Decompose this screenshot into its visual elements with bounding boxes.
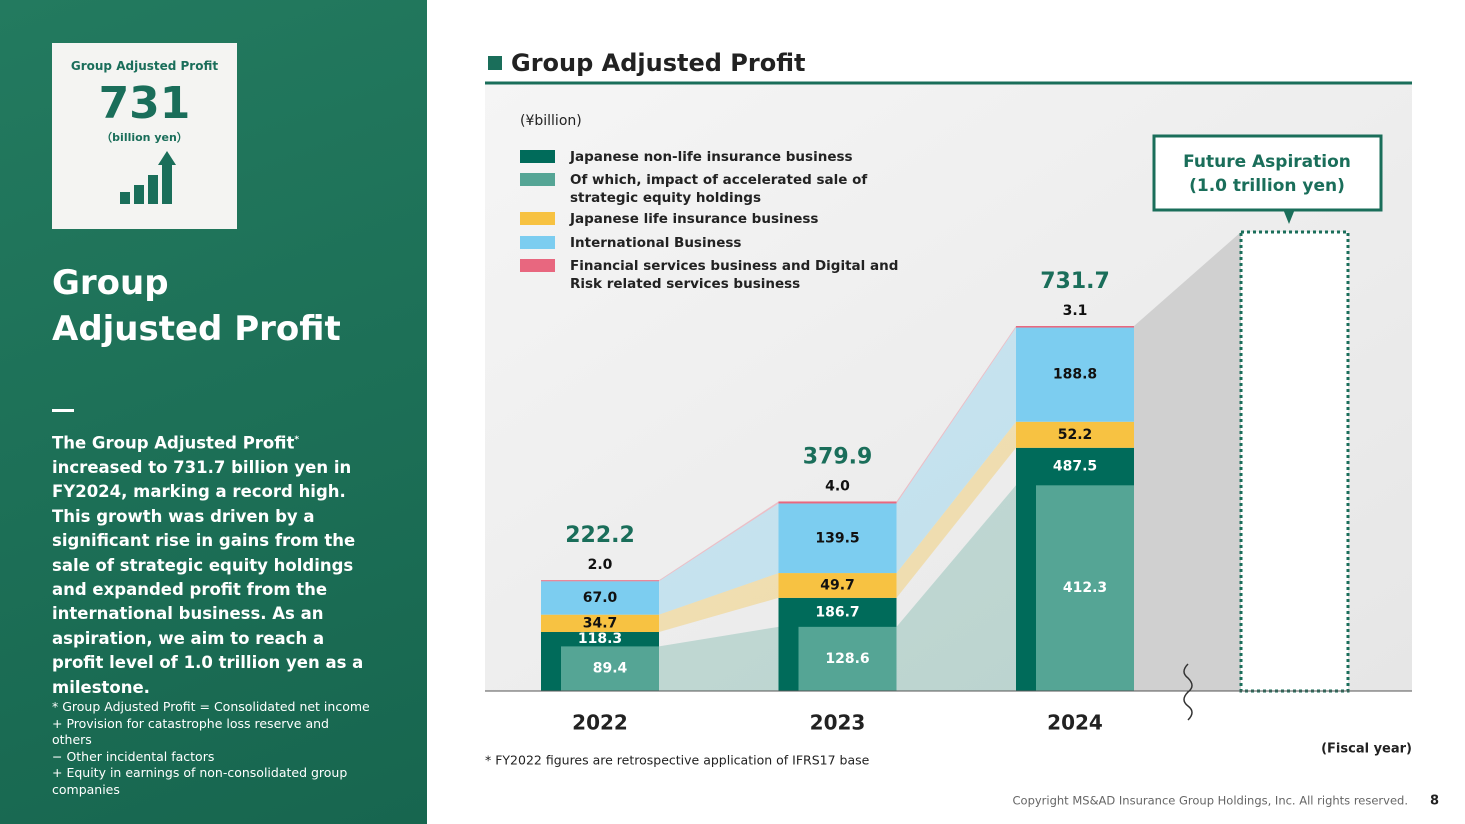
- bar-segment: [1016, 421, 1134, 448]
- legend-label: Of which, impact of accelerated sale of …: [570, 172, 868, 206]
- card-value: 731: [98, 78, 191, 129]
- connector: [659, 503, 779, 615]
- bar-segment: [1016, 327, 1134, 422]
- heading-line: Group: [52, 263, 169, 303]
- x-tick-label: 2023: [810, 711, 866, 735]
- value-label: 2.0: [588, 557, 613, 573]
- value-label: 188.8: [1053, 367, 1097, 383]
- notes: * Group Adjusted Profit = Consolidated n…: [52, 699, 372, 798]
- sidebar: Group Adjusted Profit 731 （billion yen） …: [0, 0, 427, 824]
- footnote: * FY2022 figures are retrospective appli…: [485, 753, 870, 768]
- value-label: 34.7: [583, 615, 618, 631]
- unit-label: (¥billion): [520, 113, 582, 129]
- value-label: 89.4: [593, 661, 628, 677]
- value-label: 52.2: [1058, 427, 1093, 443]
- bar-segment: [1016, 326, 1134, 328]
- connector: [896, 485, 1016, 691]
- connector: [896, 327, 1016, 574]
- chart-title: Group Adjusted Profit: [511, 49, 805, 77]
- card-title: Group Adjusted Profit: [70, 59, 219, 73]
- value-label: 128.6: [825, 651, 869, 667]
- bar-segment: [778, 503, 897, 574]
- total-label: 222.2: [565, 523, 635, 548]
- connector: [659, 573, 779, 632]
- bar-segment: [778, 573, 897, 598]
- title-square: [488, 56, 502, 70]
- value-label: 67.0: [583, 590, 618, 606]
- legend-label: International Business: [570, 235, 742, 251]
- legend-swatch: [520, 150, 555, 163]
- bar-segment: [798, 626, 897, 691]
- legend-label: Financial services business and Digital …: [570, 258, 899, 292]
- growth-icon: [119, 151, 176, 204]
- legend-item: Financial services business and Digital …: [520, 257, 930, 293]
- body-mark: *: [294, 435, 300, 445]
- bar-segment: [541, 614, 659, 632]
- note: + Equity in earnings of non-consolidated…: [52, 765, 348, 797]
- bar-segment: [541, 580, 659, 582]
- connector: [896, 421, 1016, 598]
- note: * Group Adjusted Profit = Consolidated n…: [52, 699, 370, 714]
- connector: [896, 326, 1016, 504]
- body: The Group Adjusted Profit: [52, 433, 295, 453]
- aspiration-pointer: [1283, 209, 1295, 224]
- card-unit: （billion yen）: [101, 131, 188, 144]
- total-label: 379.9: [803, 444, 873, 469]
- body-text: The Group Adjusted Profit* increased to …: [52, 428, 377, 700]
- legend-label: Japanese life insurance business: [570, 211, 819, 227]
- value-label: 4.0: [825, 478, 850, 494]
- aspiration-box: [1152, 134, 1383, 212]
- value-label: 3.1: [1063, 303, 1088, 319]
- legend-swatch: [520, 212, 555, 225]
- note: − Other incidental factors: [52, 748, 215, 764]
- legend-item: International Business: [520, 234, 930, 252]
- page-number: 8: [1430, 794, 1439, 809]
- value-label: 49.7: [820, 577, 855, 593]
- aspiration-value: (1.0 trillion yen): [1189, 176, 1345, 196]
- legend-item: Of which, impact of accelerated sale of …: [520, 171, 930, 207]
- divider: [52, 409, 74, 412]
- bar-segment: [541, 581, 659, 615]
- legend-swatch: [520, 236, 555, 249]
- body: increased to 731.7 billion yen in FY2024…: [52, 457, 364, 697]
- summary-card: Group Adjusted Profit 731 （billion yen）: [52, 43, 237, 229]
- aspiration-shade: [1134, 232, 1241, 691]
- legend-swatch: [520, 173, 555, 186]
- value-label: 487.5: [1053, 459, 1097, 475]
- x-tick-label: 2024: [1047, 711, 1103, 735]
- aspiration-bar: [1239, 230, 1350, 693]
- value-label: 139.5: [815, 530, 859, 546]
- legend-item: Japanese life insurance business: [520, 210, 930, 228]
- x-axis-label: (Fiscal year): [1321, 742, 1412, 757]
- value-label: 186.7: [815, 604, 859, 620]
- legend-item: Japanese non-life insurance business: [520, 148, 930, 166]
- bar-segment: [778, 501, 897, 504]
- connector: [659, 501, 779, 582]
- legend-swatch: [520, 259, 555, 272]
- heading: Group Adjusted Profit: [52, 260, 341, 352]
- value-label: 412.3: [1063, 580, 1107, 596]
- value-label: 118.3: [578, 631, 622, 647]
- legend-label: Japanese non-life insurance business: [570, 149, 853, 165]
- heading-line: Adjusted Profit: [52, 309, 341, 349]
- bar-segment: [1036, 485, 1134, 691]
- x-tick-label: 2022: [572, 711, 628, 735]
- bar-segment: [561, 646, 659, 691]
- aspiration-title: Future Aspiration: [1183, 152, 1351, 172]
- copyright: Copyright MS&AD Insurance Group Holdings…: [1013, 794, 1409, 808]
- note: + Provision for catastrophe loss reserve…: [52, 715, 329, 748]
- total-label: 731.7: [1040, 269, 1110, 294]
- connector: [659, 626, 779, 691]
- axis-break: [1183, 663, 1193, 721]
